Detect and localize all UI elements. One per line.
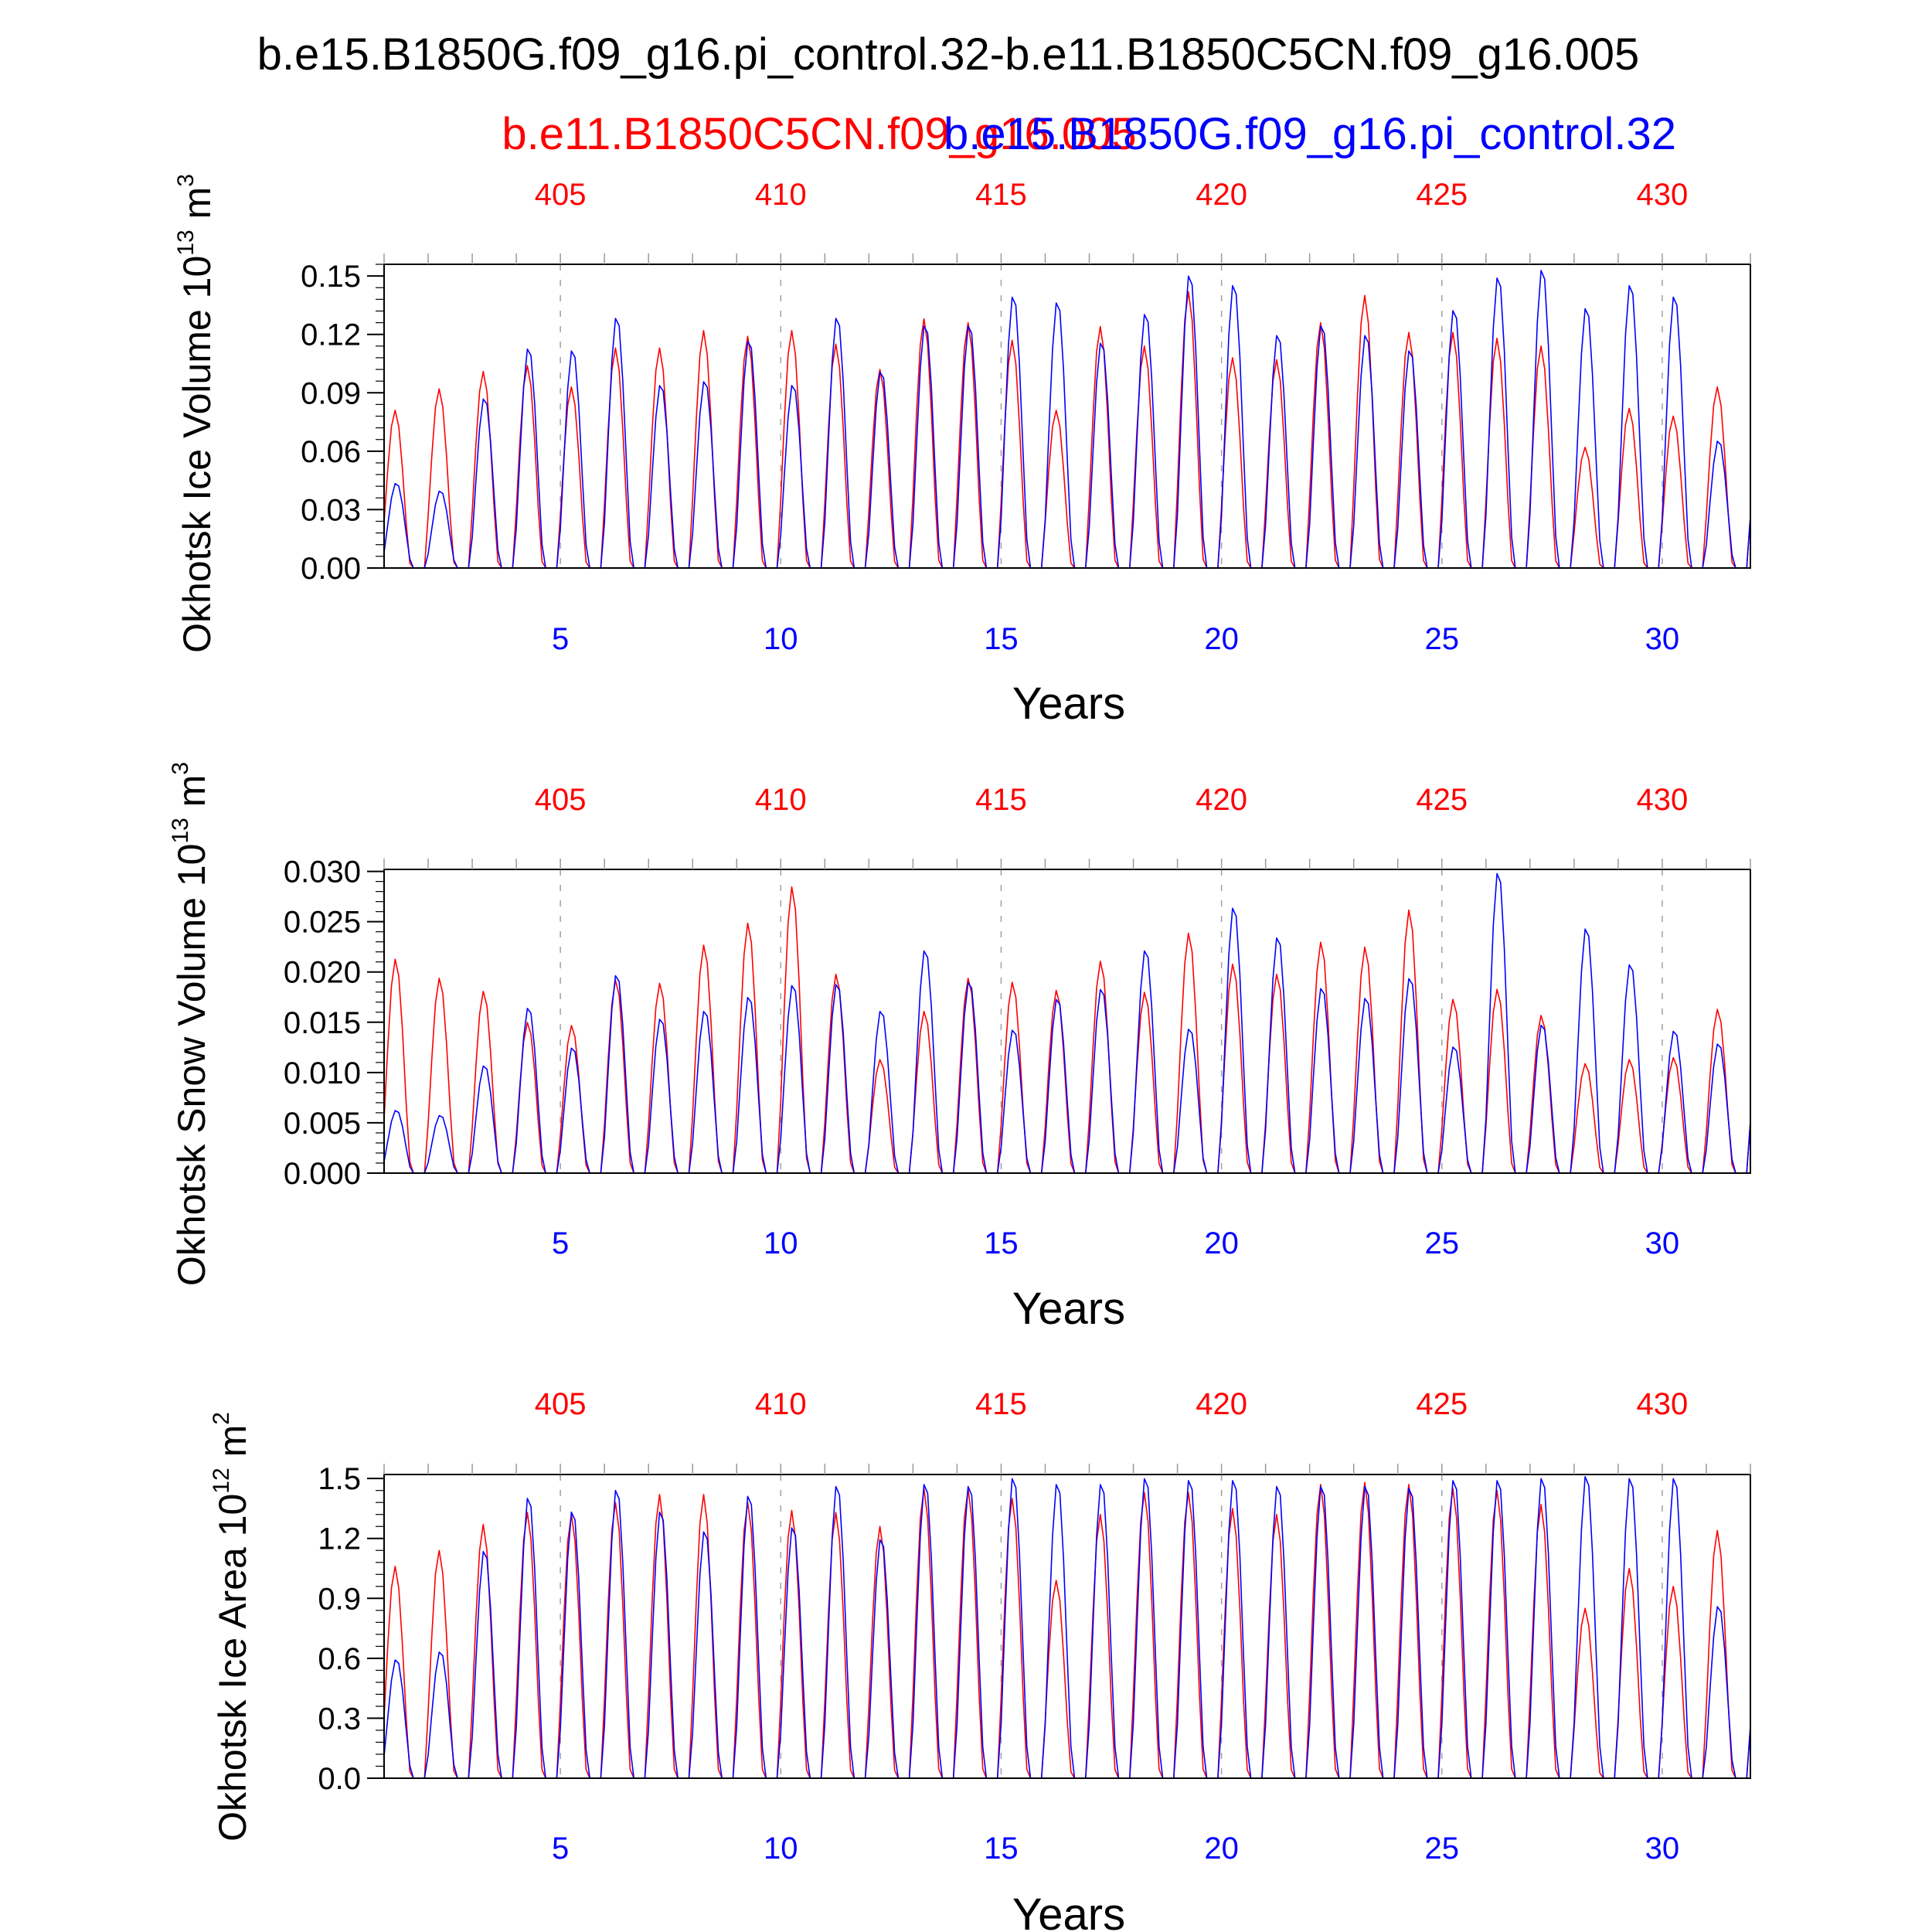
bottom-x-tick-label: 25	[1425, 622, 1460, 656]
y-axis-title-part: Okhotsk Ice Area 10	[211, 1494, 254, 1842]
bottom-x-tick-label: 10	[764, 1226, 798, 1260]
top-x-tick-label: 405	[535, 1387, 587, 1421]
y-axis-title-part: Okhotsk Ice Volume 10	[175, 256, 219, 653]
top-x-tick-label: 415	[975, 783, 1027, 817]
y-axis-title: Okhotsk Snow Volume 1013 m3	[168, 762, 213, 1286]
y-axis-title-superscript: 12	[209, 1468, 234, 1493]
y-tick-label: 0.015	[284, 1006, 361, 1040]
y-tick-label: 1.5	[318, 1462, 361, 1496]
bottom-x-tick-label: 20	[1204, 1832, 1239, 1866]
top-x-tick-label: 420	[1196, 1387, 1247, 1421]
y-axis-title-superscript: 3	[173, 174, 199, 187]
bottom-x-tick-label: 25	[1425, 1832, 1460, 1866]
top-x-tick-label: 425	[1416, 178, 1468, 212]
series-line-a	[383, 1481, 1751, 1779]
y-axis-title-superscript: 3	[168, 762, 193, 775]
y-tick-label: 0.010	[284, 1056, 361, 1090]
top-x-tick-label: 425	[1416, 1387, 1468, 1421]
bottom-x-tick-label: 10	[764, 1832, 798, 1866]
top-x-tick-label: 405	[535, 178, 587, 212]
top-x-tick-label: 415	[975, 1387, 1027, 1421]
bottom-x-tick-label: 5	[552, 1832, 569, 1866]
y-tick-label: 0.030	[284, 855, 361, 889]
top-x-tick-label: 430	[1637, 1387, 1689, 1421]
x-axis-title: Years	[1012, 1889, 1125, 1932]
bottom-x-tick-label: 5	[552, 1226, 569, 1260]
y-axis-title-superscript: 13	[168, 818, 193, 843]
x-axis-title: Years	[1012, 1284, 1125, 1334]
series-line-a	[383, 886, 1751, 1174]
y-tick-label: 0.00	[301, 552, 361, 586]
y-tick-label: 0.03	[301, 493, 361, 527]
bottom-x-tick-label: 20	[1204, 622, 1239, 656]
y-axis-title-superscript: 2	[209, 1412, 234, 1425]
top-x-tick-label: 430	[1637, 783, 1689, 817]
top-x-tick-label: 425	[1416, 783, 1468, 817]
y-tick-label: 0.9	[318, 1582, 361, 1616]
plot-frame	[383, 1474, 1751, 1779]
y-tick-label: 0.005	[284, 1107, 361, 1141]
bottom-x-tick-label: 25	[1425, 1226, 1460, 1260]
bottom-x-tick-label: 30	[1645, 1832, 1680, 1866]
top-x-tick-label: 410	[755, 783, 807, 817]
series-line-a	[383, 291, 1751, 569]
bottom-x-tick-label: 5	[552, 622, 569, 656]
y-axis-title: Okhotsk Ice Volume 1013 m3	[173, 174, 219, 653]
y-axis-title-part: m	[175, 187, 219, 230]
y-tick-label: 0.15	[301, 260, 361, 294]
y-tick-label: 0.09	[301, 376, 361, 410]
y-tick-label: 0.06	[301, 435, 361, 469]
top-x-tick-label: 420	[1196, 783, 1247, 817]
bottom-x-tick-label: 15	[984, 622, 1019, 656]
y-tick-label: 0.020	[284, 956, 361, 990]
x-axis-title: Years	[1012, 679, 1125, 729]
top-x-tick-label: 410	[755, 1387, 807, 1421]
series-line-b	[383, 1476, 1751, 1779]
main-title: b.e15.B1850G.f09_g16.pi_control.32-b.e11…	[257, 29, 1640, 80]
legend-series-b: b.e15.B1850G.f09_g16.pi_control.32	[944, 109, 1676, 159]
y-axis-title-part: m	[170, 775, 213, 818]
bottom-x-tick-label: 15	[984, 1832, 1019, 1866]
y-tick-label: 0.12	[301, 318, 361, 352]
series-line-b	[383, 872, 1751, 1174]
y-tick-label: 1.2	[318, 1522, 361, 1556]
y-axis-title-part: Okhotsk Snow Volume 10	[170, 844, 213, 1287]
chart-panel-2: 0.000 0.005 0.010 0.015 0.020 0.025 0.030 5 10 15…	[168, 762, 1751, 1334]
top-x-tick-label: 405	[535, 783, 587, 817]
top-x-tick-label: 415	[975, 178, 1027, 212]
y-axis-title-part: m	[211, 1425, 254, 1468]
chart-panel-1: 0.00 0.03 0.06 0.09 0.12 0.15 5 10 15 20 25 30 405 41…	[173, 174, 1751, 729]
bottom-x-tick-label: 10	[764, 622, 798, 656]
top-x-tick-label: 430	[1637, 178, 1689, 212]
top-x-tick-label: 420	[1196, 178, 1247, 212]
bottom-x-tick-label: 30	[1645, 1226, 1680, 1260]
y-axis-title: Okhotsk Ice Area 1012 m2	[209, 1412, 254, 1842]
y-tick-label: 0.000	[284, 1157, 361, 1191]
chart-panel-3: 0.0 0.3 0.6 0.9 1.2 1.5 5 10 15 20 25 30 405 410 415 42…	[209, 1387, 1751, 1932]
bottom-x-tick-label: 20	[1204, 1226, 1239, 1260]
bottom-x-tick-label: 15	[984, 1226, 1019, 1260]
top-x-tick-label: 410	[755, 178, 807, 212]
y-axis-title-superscript: 13	[173, 230, 199, 255]
y-tick-label: 0.025	[284, 906, 361, 940]
y-tick-label: 0.0	[318, 1762, 361, 1796]
y-tick-label: 0.6	[318, 1642, 361, 1676]
y-tick-label: 0.3	[318, 1702, 361, 1736]
bottom-x-tick-label: 30	[1645, 622, 1680, 656]
legend-series-a: b.e11.B1850C5CN.f09_g16.005	[502, 109, 1136, 159]
plot-frame	[383, 869, 1751, 1174]
